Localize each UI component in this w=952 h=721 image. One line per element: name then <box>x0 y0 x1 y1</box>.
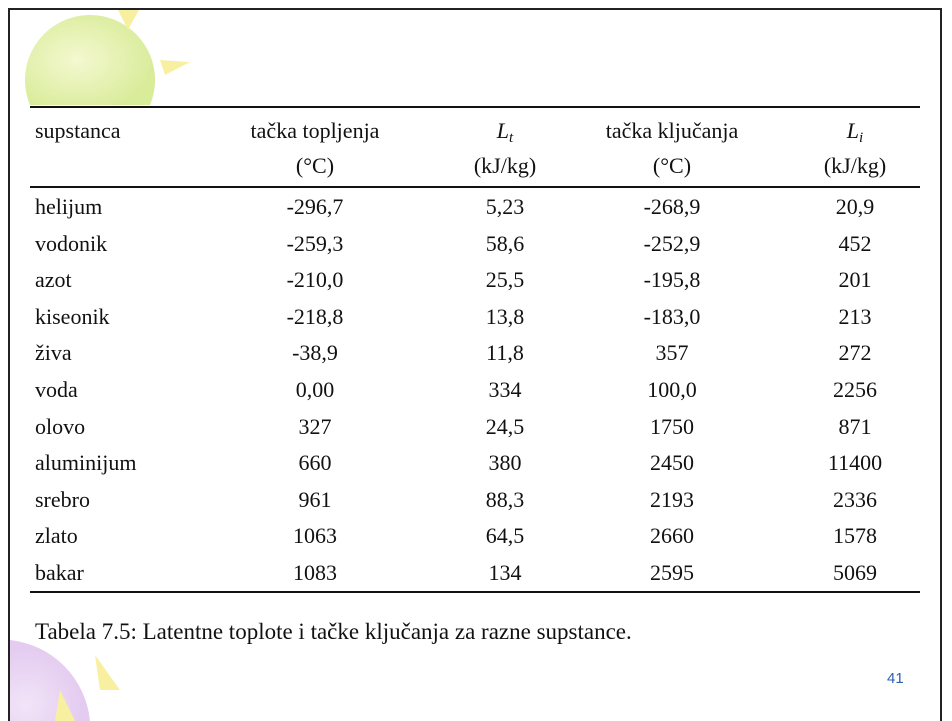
header-cell: Li (kJ/kg) <box>824 118 886 179</box>
cell: 88,3 <box>485 486 525 512</box>
sun-shape <box>24 14 155 106</box>
symbol: L <box>496 118 510 143</box>
cell: 5,23 <box>485 194 525 219</box>
cell: 380 <box>488 450 522 476</box>
cell: -252,9 <box>643 230 701 256</box>
cell: -268,9 <box>643 194 701 219</box>
cell: olovo <box>35 413 86 439</box>
cell: -259,3 <box>286 230 344 256</box>
header-unit: (kJ/kg) <box>473 153 537 178</box>
caption: Tabela 7.5: Latentne toplote i tačke klj… <box>35 619 632 644</box>
cell: -296,7 <box>286 194 344 219</box>
cell: 0,00 <box>295 377 335 402</box>
ray <box>55 690 75 721</box>
cell: 272 <box>838 340 872 366</box>
corner-shape <box>10 640 90 721</box>
ray <box>118 8 140 30</box>
header-cell: Lt (kJ/kg) <box>474 118 536 179</box>
cell: 2256 <box>833 377 877 402</box>
header-title: supstanca <box>35 118 121 143</box>
rule <box>30 186 920 188</box>
rule <box>30 591 920 593</box>
cell: kiseonik <box>35 303 110 329</box>
cell: 64,5 <box>485 523 525 549</box>
cell: bakar <box>35 560 84 585</box>
cell: 11400 <box>827 450 883 476</box>
cell: 11,8 <box>486 340 524 366</box>
cell: 1578 <box>833 523 877 549</box>
cell: -195,8 <box>643 267 701 293</box>
cell: zlato <box>35 523 78 549</box>
cell: -38,9 <box>292 340 338 366</box>
header-title: Lt <box>474 118 536 146</box>
cell: 2450 <box>650 450 694 476</box>
cell: živa <box>35 340 72 366</box>
cell: 2595 <box>650 560 694 585</box>
cell: helijum <box>35 194 103 219</box>
page-number: 41 <box>887 670 904 687</box>
header-unit: (°C) <box>295 153 335 178</box>
cell: 201 <box>838 267 872 293</box>
cell: 334 <box>488 377 522 402</box>
cell: 58,6 <box>485 230 525 256</box>
cell: -183,0 <box>643 303 701 329</box>
cell: 357 <box>655 340 689 366</box>
cell: 24,5 <box>485 413 525 439</box>
header-cell: tačka topljenja (°C) <box>251 118 380 179</box>
cell: 660 <box>298 450 332 476</box>
ray <box>95 655 120 690</box>
cell: 961 <box>298 486 332 512</box>
cell: vodonik <box>35 230 108 256</box>
header-title: tačka topljenja <box>250 118 380 143</box>
cell: 2660 <box>650 523 694 549</box>
header-title: tačka ključanja <box>605 118 739 143</box>
cell: azot <box>35 267 72 293</box>
cell: aluminijum <box>35 450 137 476</box>
cell: 1063 <box>293 523 337 549</box>
cell: 1083 <box>293 560 337 585</box>
cell: 327 <box>298 413 332 439</box>
header-cell: supstanca <box>35 118 121 144</box>
cell: 871 <box>838 413 872 439</box>
cell: -218,8 <box>286 303 344 329</box>
cell: 20,9 <box>835 194 875 219</box>
cell: 100,0 <box>647 377 697 402</box>
symbol: L <box>846 118 860 143</box>
ray <box>160 60 190 75</box>
cell: srebro <box>35 486 90 512</box>
subscript: i <box>859 130 864 146</box>
cell: 213 <box>838 303 872 329</box>
cell: -210,0 <box>286 267 344 293</box>
subscript: t <box>509 130 514 146</box>
cell: voda <box>35 377 78 402</box>
header-unit: (kJ/kg) <box>823 153 887 178</box>
header-title: Li <box>824 118 886 146</box>
cell: 25,5 <box>485 267 525 293</box>
cell: 2336 <box>833 486 877 512</box>
cell: 134 <box>488 560 522 585</box>
header-unit: (°C) <box>652 153 692 178</box>
header-cell: tačka ključanja (°C) <box>606 118 739 179</box>
cell: 5069 <box>833 560 877 585</box>
cell: 2193 <box>650 486 694 512</box>
rule <box>30 106 920 108</box>
cell: 452 <box>838 230 872 256</box>
cell: 1750 <box>650 413 694 439</box>
frame <box>8 8 942 721</box>
cell: 13,8 <box>485 303 525 329</box>
